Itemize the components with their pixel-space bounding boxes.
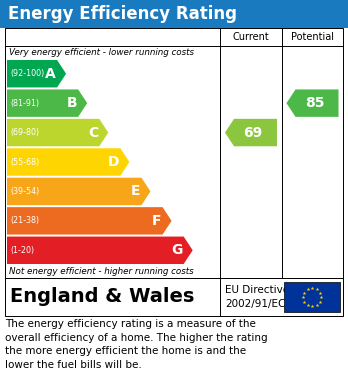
Text: Potential: Potential (291, 32, 334, 42)
Polygon shape (7, 119, 108, 146)
Text: (1-20): (1-20) (10, 246, 34, 255)
Polygon shape (225, 119, 277, 146)
Text: B: B (66, 96, 77, 110)
Text: (55-68): (55-68) (10, 158, 39, 167)
Polygon shape (7, 60, 66, 88)
Polygon shape (7, 178, 150, 205)
Bar (5, 28, 343, 278)
Text: F: F (152, 214, 161, 228)
Text: EU Directive
2002/91/EC: EU Directive 2002/91/EC (225, 285, 289, 309)
Text: (39-54): (39-54) (10, 187, 39, 196)
Text: (69-80): (69-80) (10, 128, 39, 137)
Polygon shape (7, 207, 172, 235)
Text: The energy efficiency rating is a measure of the
overall efficiency of a home. T: The energy efficiency rating is a measur… (5, 319, 268, 370)
Text: Energy Efficiency Rating: Energy Efficiency Rating (8, 5, 237, 23)
Text: England & Wales: England & Wales (10, 287, 195, 307)
Bar (0, 0, 348, 28)
Polygon shape (7, 237, 193, 264)
Text: Very energy efficient - lower running costs: Very energy efficient - lower running co… (9, 48, 194, 57)
Text: (21-38): (21-38) (10, 216, 39, 225)
Text: 85: 85 (305, 96, 324, 110)
Text: A: A (45, 67, 56, 81)
Text: (81-91): (81-91) (10, 99, 39, 108)
Text: G: G (171, 243, 183, 257)
Text: D: D (108, 155, 119, 169)
Polygon shape (7, 148, 129, 176)
Text: C: C (88, 126, 98, 140)
Text: (92-100): (92-100) (10, 69, 44, 78)
Polygon shape (286, 90, 339, 117)
Text: Current: Current (232, 32, 269, 42)
Text: Not energy efficient - higher running costs: Not energy efficient - higher running co… (9, 267, 193, 276)
Text: E: E (131, 185, 141, 198)
Bar (284, 282, 340, 312)
Bar (5, 278, 343, 316)
Text: 69: 69 (244, 126, 263, 140)
Polygon shape (7, 90, 87, 117)
